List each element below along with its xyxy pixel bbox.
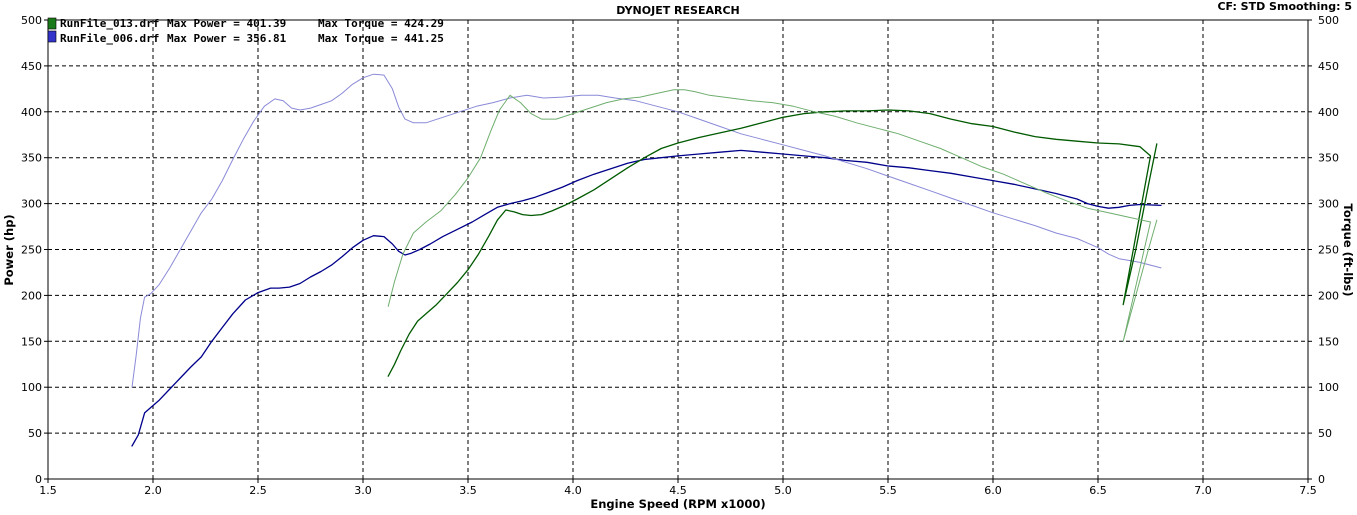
x-tick-label: 6.0 xyxy=(984,484,1002,497)
legend-entry-run-006: RunFile_006.drf Max Power = 356.81 Max T… xyxy=(47,30,444,45)
legend-swatch-run-006 xyxy=(47,30,57,43)
x-tick-label: 4.0 xyxy=(564,484,582,497)
y-tick-label: 150 xyxy=(21,335,42,348)
legend-max-power-run-013: Max Power = 401.39 xyxy=(167,17,286,30)
chart-title: DYNOJET RESEARCH xyxy=(616,4,739,17)
y-tick-label: 500 xyxy=(21,14,42,27)
series-line-3 xyxy=(387,89,1158,342)
y-tick-label: 250 xyxy=(21,244,42,257)
y2-tick-label: 450 xyxy=(1318,60,1339,73)
y2-tick-label: 50 xyxy=(1318,427,1332,440)
x-tick-label: 7.0 xyxy=(1194,484,1212,497)
x-tick-label: 4.5 xyxy=(669,484,687,497)
y2-tick-label: 0 xyxy=(1318,473,1325,486)
y-tick-label: 300 xyxy=(21,198,42,211)
y2-axis-label: Torque (ft-lbs) xyxy=(1341,204,1355,297)
legend-file-run-006: RunFile_006.drf xyxy=(60,32,159,45)
x-tick-label: 3.5 xyxy=(459,484,477,497)
x-tick-label: 3.0 xyxy=(354,484,372,497)
y-axis-label: Power (hp) xyxy=(2,214,16,285)
series-line-0 xyxy=(131,149,1162,447)
series-line-1 xyxy=(131,73,1162,388)
y-tick-label: 450 xyxy=(21,60,42,73)
x-tick-label: 1.5 xyxy=(39,484,57,497)
legend-max-torque-run-013: Max Torque = 424.29 xyxy=(318,17,444,30)
y-tick-label: 0 xyxy=(35,473,42,486)
corner-info: CF: STD Smoothing: 5 xyxy=(1217,0,1352,13)
y2-tick-label: 150 xyxy=(1318,335,1339,348)
x-tick-label: 6.5 xyxy=(1089,484,1107,497)
legend: RunFile_013.drf Max Power = 401.39 Max T… xyxy=(47,17,444,45)
y2-tick-label: 300 xyxy=(1318,198,1339,211)
y2-tick-label: 250 xyxy=(1318,244,1339,257)
legend-entry-run-013: RunFile_013.drf Max Power = 401.39 Max T… xyxy=(47,17,444,30)
legend-swatch-run-013 xyxy=(47,17,57,30)
x-tick-label: 7.5 xyxy=(1299,484,1317,497)
legend-max-power-run-006: Max Power = 356.81 xyxy=(167,32,287,45)
y2-tick-label: 500 xyxy=(1318,14,1339,27)
x-tick-label: 2.0 xyxy=(144,484,162,497)
x-axis-label: Engine Speed (RPM x1000) xyxy=(590,497,765,511)
y2-tick-label: 200 xyxy=(1318,289,1339,302)
y-tick-label: 50 xyxy=(28,427,42,440)
y2-tick-label: 350 xyxy=(1318,152,1339,165)
y-tick-label: 400 xyxy=(21,106,42,119)
legend-file-run-013: RunFile_013.drf xyxy=(60,17,159,30)
x-tick-label: 5.0 xyxy=(774,484,792,497)
y-tick-label: 100 xyxy=(21,381,42,394)
x-tick-label: 2.5 xyxy=(249,484,267,497)
x-tick-label: 5.5 xyxy=(879,484,897,497)
y2-tick-label: 400 xyxy=(1318,106,1339,119)
legend-max-torque-run-006: Max Torque = 441.25 xyxy=(318,32,444,45)
series-line-2 xyxy=(387,109,1158,377)
y2-tick-label: 100 xyxy=(1318,381,1339,394)
y-tick-label: 200 xyxy=(21,289,42,302)
y-tick-label: 350 xyxy=(21,152,42,165)
